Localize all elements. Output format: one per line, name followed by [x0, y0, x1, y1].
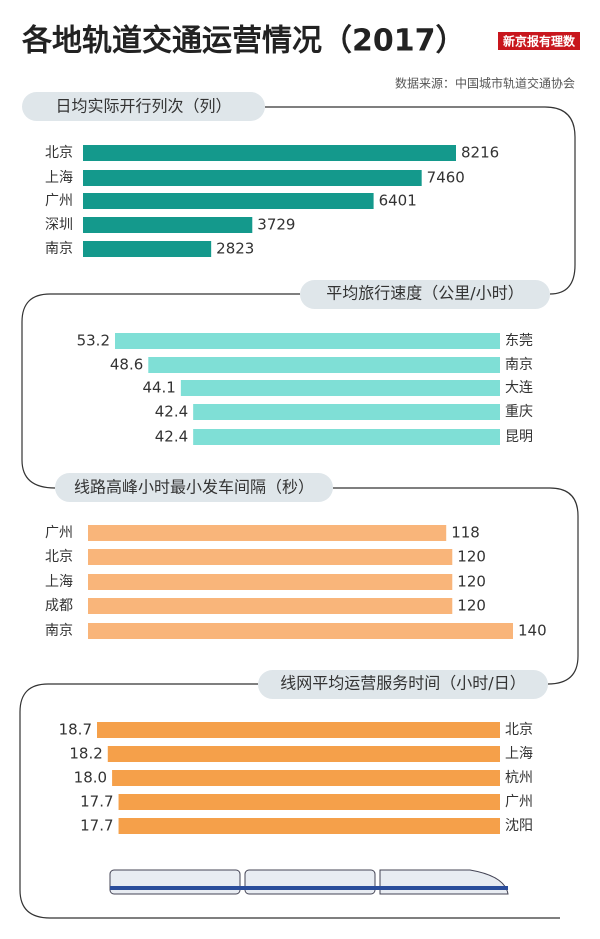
- value-label: 18.0: [74, 769, 107, 787]
- bar: [83, 241, 212, 257]
- value-label: 8216: [461, 144, 499, 162]
- connector: [265, 106, 576, 295]
- value-label: 7460: [427, 169, 465, 187]
- section-pill: [258, 670, 548, 699]
- chart-title: 线网平均运营服务时间（小时/日）: [280, 674, 525, 693]
- value-label: 120: [457, 548, 486, 566]
- category-label: 广州: [505, 794, 533, 810]
- value-label: 2823: [216, 240, 254, 258]
- logo: 新京报有理数: [503, 34, 576, 49]
- category-label: 大连: [505, 380, 533, 396]
- value-label: 44.1: [142, 379, 175, 397]
- chart-title: 平均旅行速度（公里/小时）: [326, 284, 523, 303]
- value-label: 120: [457, 573, 486, 591]
- bar: [83, 170, 422, 186]
- category-label: 成都: [45, 598, 73, 614]
- section-pill: [55, 473, 333, 502]
- value-label: 120: [457, 597, 486, 615]
- category-label: 南京: [45, 623, 73, 639]
- bar: [83, 193, 374, 209]
- bar: [107, 746, 501, 762]
- train-stripe: [110, 886, 508, 890]
- bar: [112, 770, 500, 786]
- train: [109, 869, 509, 895]
- value-label: 42.4: [155, 428, 188, 446]
- value-label: 17.7: [80, 793, 113, 811]
- bar: [193, 404, 500, 420]
- category-label: 东莞: [505, 333, 533, 349]
- connector: [19, 683, 560, 919]
- value-label: 140: [518, 622, 547, 640]
- train-car: [244, 869, 376, 895]
- value-label: 18.7: [59, 721, 92, 739]
- value-label: 118: [451, 524, 480, 542]
- connector: [21, 293, 300, 489]
- value-label: 6401: [379, 192, 417, 210]
- connector: [333, 487, 579, 685]
- category-label: 沈阳: [505, 818, 533, 834]
- bar: [97, 722, 500, 738]
- bar: [88, 525, 447, 541]
- category-label: 上海: [505, 746, 533, 762]
- bar: [118, 818, 500, 834]
- value-label: 3729: [257, 216, 295, 234]
- value-label: 48.6: [110, 356, 143, 374]
- category-label: 广州: [45, 525, 73, 541]
- section-pill: [22, 92, 265, 121]
- bar: [115, 333, 500, 349]
- value-label: 53.2: [77, 332, 110, 350]
- category-label: 南京: [45, 241, 73, 257]
- bar: [193, 429, 500, 445]
- chart-title: 线路高峰小时最小发车间隔（秒）: [74, 478, 314, 497]
- category-label: 北京: [505, 722, 533, 738]
- train-head: [379, 869, 509, 895]
- bar: [88, 623, 513, 639]
- category-label: 北京: [45, 549, 73, 565]
- bar: [148, 357, 500, 373]
- bar: [83, 145, 456, 161]
- bar: [118, 794, 500, 810]
- bar: [88, 549, 453, 565]
- source: 数据来源：中国城市轨道交通协会: [395, 76, 575, 91]
- section-pill: [300, 280, 550, 309]
- bar: [83, 217, 253, 233]
- bar: [88, 598, 453, 614]
- category-label: 杭州: [505, 770, 533, 786]
- chart-title: 日均实际开行列次（列）: [55, 97, 231, 116]
- page-title: 各地轨道交通运营情况（2017）: [21, 24, 466, 59]
- bar: [88, 574, 453, 590]
- value-label: 18.2: [69, 745, 102, 763]
- train-car: [109, 869, 241, 895]
- logo-box: [498, 32, 580, 50]
- category-label: 昆明: [505, 429, 533, 445]
- category-label: 上海: [45, 574, 73, 590]
- category-label: 上海: [45, 170, 73, 186]
- value-label: 17.7: [80, 817, 113, 835]
- category-label: 重庆: [505, 404, 533, 420]
- bar: [180, 380, 500, 396]
- category-label: 北京: [45, 145, 73, 161]
- category-label: 南京: [505, 357, 533, 373]
- category-label: 广州: [45, 193, 73, 209]
- value-label: 42.4: [155, 403, 188, 421]
- category-label: 深圳: [45, 217, 73, 233]
